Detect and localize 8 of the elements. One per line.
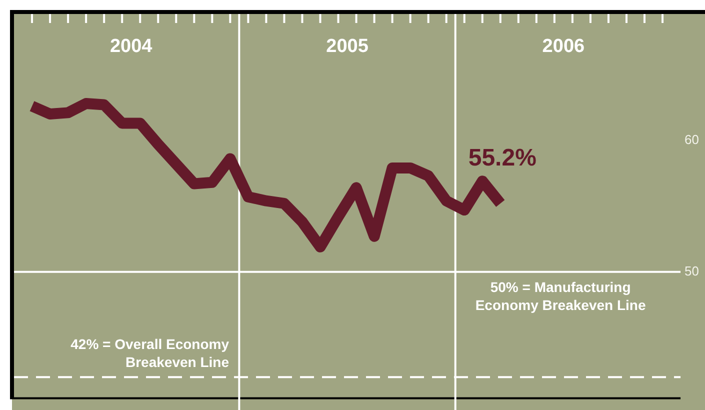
- data-label: 55.2%: [468, 144, 536, 172]
- ref-line-label: 50% = Manufacturing Economy Breakeven Line: [475, 278, 646, 313]
- x-tick-label: 2006: [542, 36, 585, 58]
- y-tick-label: 50: [684, 263, 700, 278]
- ref-line-label: 42% = Overall Economy Breakeven Line: [70, 336, 230, 370]
- x-tick-label: 2005: [326, 36, 369, 58]
- y-tick-label: 60: [684, 132, 700, 147]
- x-tick-label: 2004: [110, 36, 153, 58]
